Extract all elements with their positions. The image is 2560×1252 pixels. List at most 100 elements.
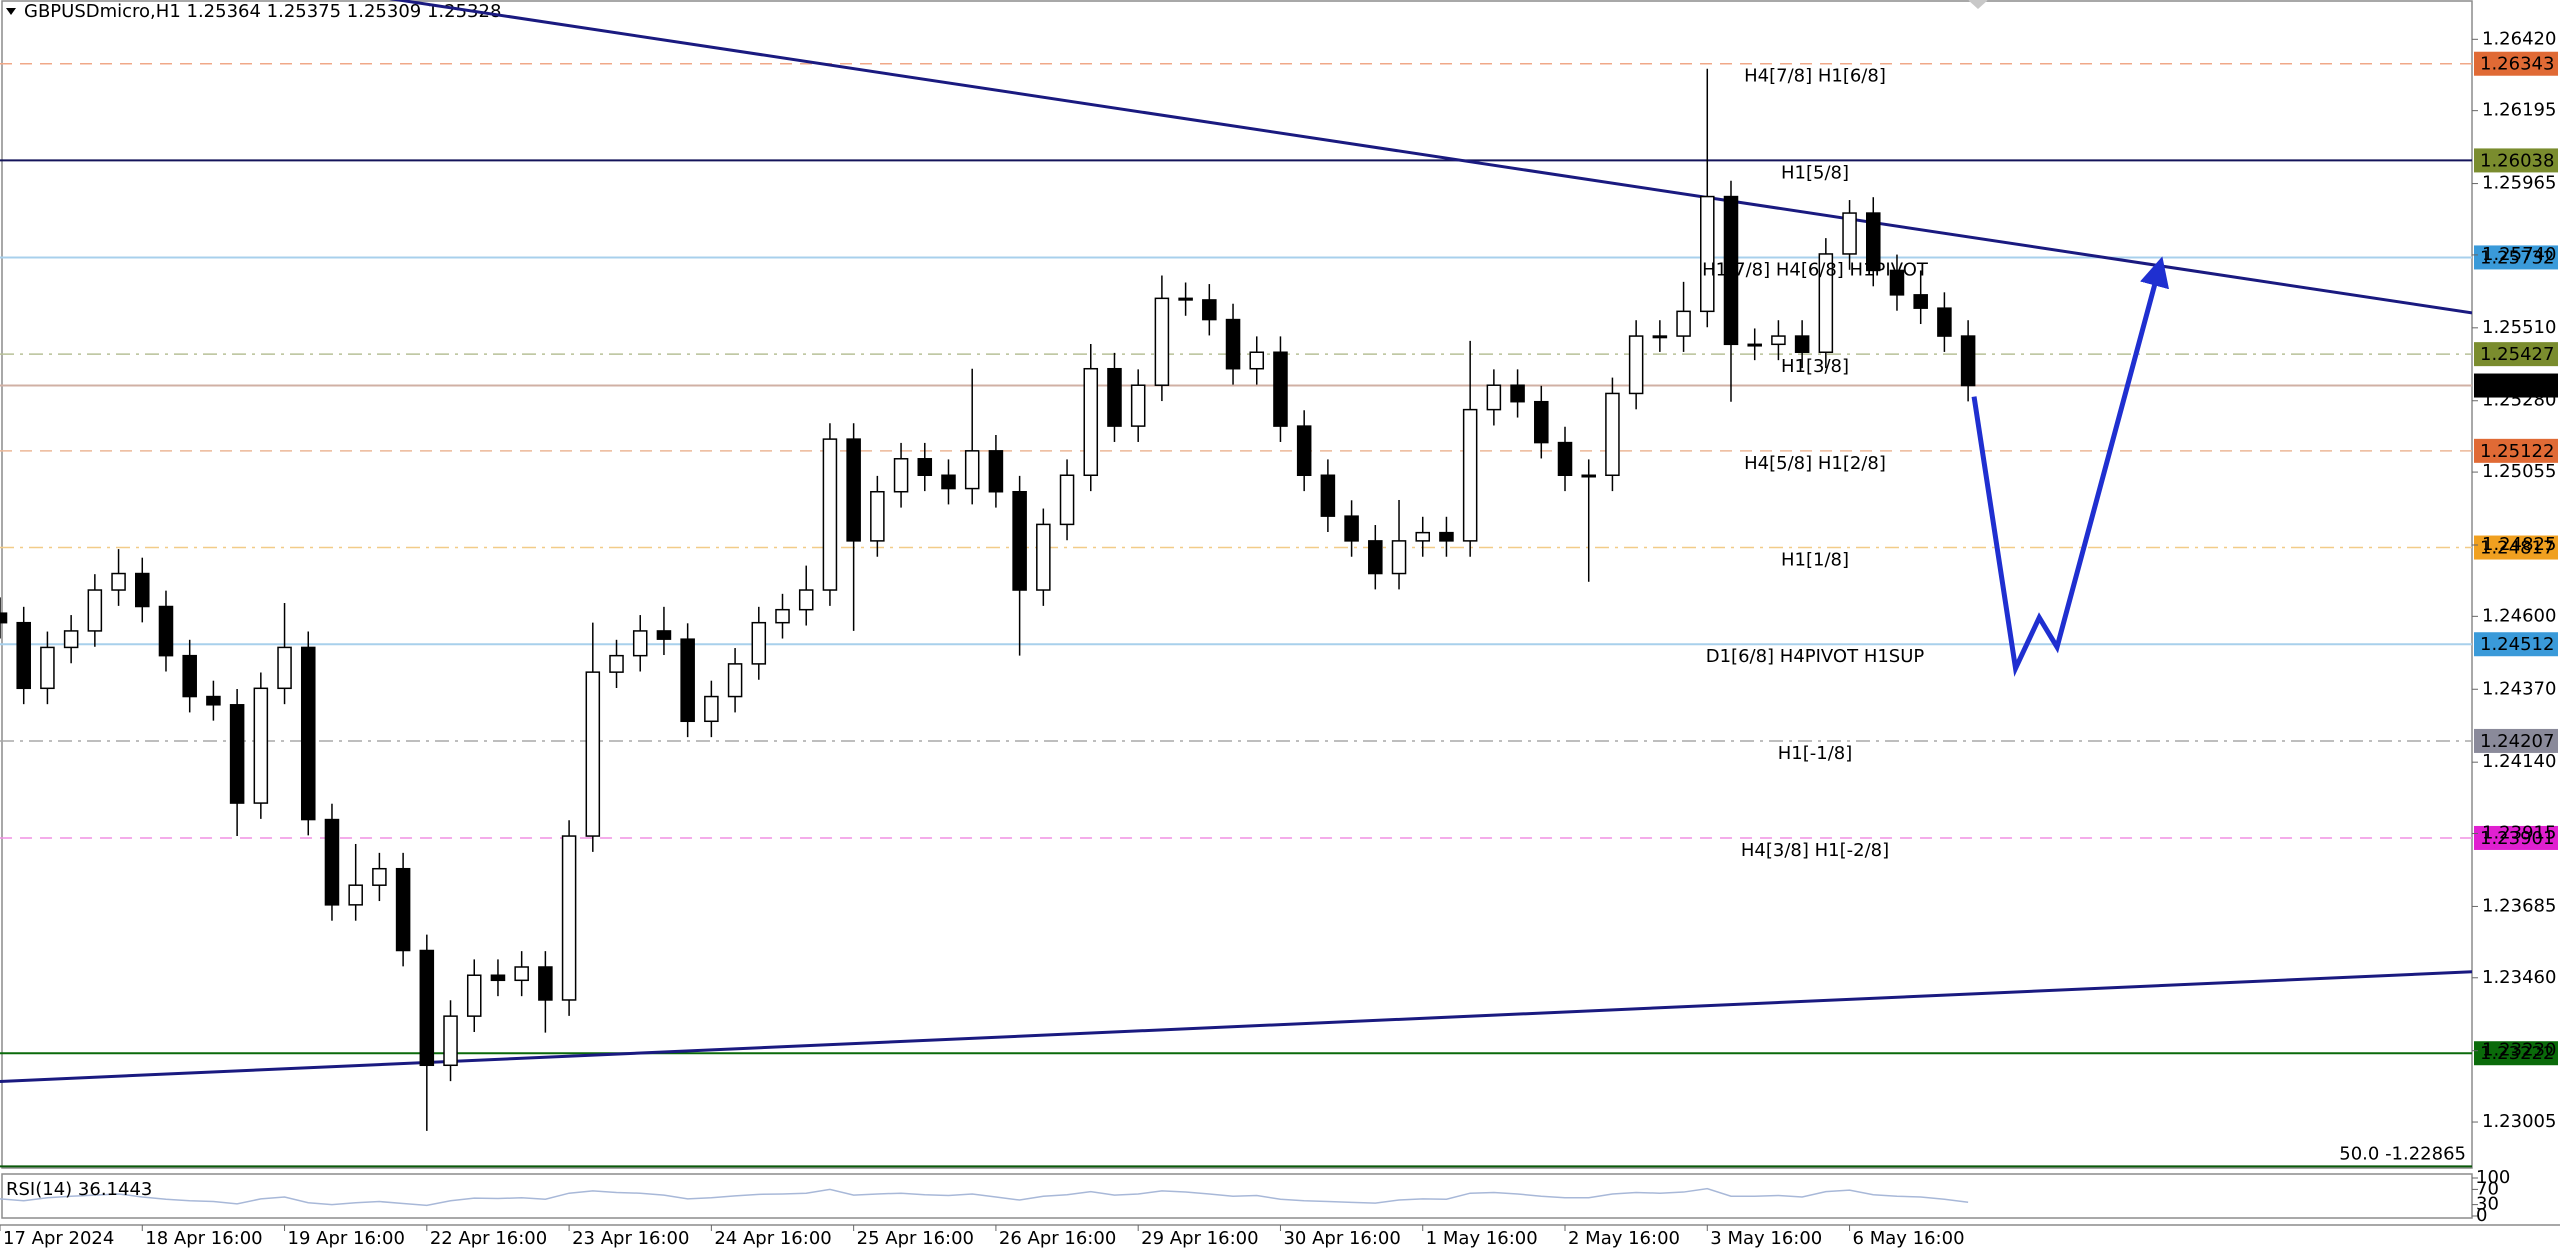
candle-body [727,663,743,698]
price-tag [2474,51,2558,76]
candle-body [87,589,103,632]
price-tag-label: 1.26038 [2480,150,2554,171]
candle-body [917,458,933,477]
candle-body [680,638,695,723]
y-tick-label: 1.23460 [2482,967,2556,988]
candle-body [1415,531,1431,542]
level-text: H1[5/8] [1781,162,1849,183]
level-text: H4[7/8] H1[6/8] [1744,66,1886,87]
candle-body [1083,367,1099,477]
candle-body [775,608,790,624]
forecast [1971,256,2170,677]
x-tick-label: 17 Apr 2024 [3,1228,114,1249]
candle-body [1628,335,1644,395]
candle-body [704,695,719,723]
x-tick-label: 18 Apr 16:00 [145,1228,262,1249]
candle-body [372,867,387,886]
candle-body [1865,212,1881,272]
level-text: H1[1/8] [1781,550,1849,571]
y-tick-label: 1.23685 [2482,895,2556,916]
candle-body [1960,335,1976,387]
price-tag-label: 1.25732 [2480,247,2554,268]
y-tick-label: 1.23230 [2482,1040,2556,1061]
candle-body [111,572,126,591]
candle-body [585,671,601,837]
candle-body [1510,384,1525,403]
y-tick-label: 1.24825 [2482,534,2556,555]
candle-body [395,867,411,952]
candle-body [1059,474,1075,526]
candle-body [893,458,909,493]
price-tag-label: 1.26343 [2480,54,2554,75]
x-tick-label: 19 Apr 16:00 [288,1228,405,1249]
candle-body [277,646,292,690]
price-tag [2474,728,2558,753]
candle-body [229,704,245,804]
candle-body [1913,294,1928,309]
candle-body [300,646,316,821]
candle-body [798,589,814,611]
level-text: H4[5/8] H1[2/8] [1744,453,1886,474]
candle-body [1012,490,1027,591]
y-tick-label: 1.25280 [2482,390,2556,411]
trendlines [0,0,2472,1083]
candle-body [1462,408,1478,542]
y-tick-label: 1.24140 [2482,751,2556,772]
candle-body [206,695,221,706]
candle-body [1723,195,1739,346]
symbol-menu-icon [6,8,16,15]
candle-body [158,605,174,657]
price-tag-label: 1.23222 [2480,1043,2554,1064]
price-tag-label: 1.24817 [2480,538,2554,559]
price-tag [2474,342,2558,367]
price-tag [2474,438,2558,463]
forecast-arrow [1971,256,2170,677]
chart-title: GBPUSDmicro,H1 1.25364 1.25375 1.25309 1… [24,1,501,22]
y-tick-label: 1.25510 [2482,317,2556,338]
candles [0,68,1976,1131]
candle-body [135,572,150,608]
candle-body [1249,351,1265,370]
rsi-tick-label: 30 [2476,1194,2499,1215]
rsi-tick-label: 70 [2476,1178,2499,1199]
candle-body [1581,474,1596,478]
price-tag-label: 1.24207 [2480,731,2554,752]
candle-body [1486,384,1502,411]
candle-body [1391,540,1407,575]
candle-body [1794,335,1810,353]
price-tag [2474,1041,2558,1066]
candle-body [656,630,672,640]
y-tick-label: 1.24370 [2482,678,2556,699]
candle-body [538,966,553,1001]
candle-body [1036,523,1051,591]
trendline [0,970,2472,1083]
rsi-tick-label: 0 [2476,1205,2487,1226]
candle-body [1652,335,1668,339]
candle-body [0,612,8,624]
candle-body [419,949,435,1067]
rsi-label: RSI(14) 36.1443 [6,1179,152,1200]
price-tag-label: 1.23901 [2480,828,2554,849]
candle-body [1130,384,1146,427]
candle-body [348,884,363,906]
price-tag-label: 1.25427 [2480,344,2554,365]
y-tick-label: 1.23915 [2482,823,2556,844]
level-text: H1[3/8] [1781,356,1849,377]
level-text: D1[6/8] H4PIVOT H1SUP [1706,646,1925,667]
y-tick-label: 1.24600 [2482,605,2556,626]
candle-body [988,450,1004,493]
x-tick-label: 22 Apr 16:00 [430,1228,547,1249]
candle-body [1320,474,1336,517]
candle-body [751,621,767,665]
candle-body [1747,343,1762,347]
x-tick-label: 24 Apr 16:00 [714,1228,831,1249]
x-tick-label: 25 Apr 16:00 [857,1228,974,1249]
candle-body [1534,400,1549,444]
main-panel-frame [1,0,2473,1169]
level-labels: H4[7/8] H1[6/8] 1.26343 H1[5/8] 1.26038 H1[7… [1702,51,2558,1164]
candle-body [1818,253,1834,353]
candle-body [1676,310,1691,337]
price-tag [2474,535,2558,560]
x-tick-label: 23 Apr 16:00 [572,1228,689,1249]
